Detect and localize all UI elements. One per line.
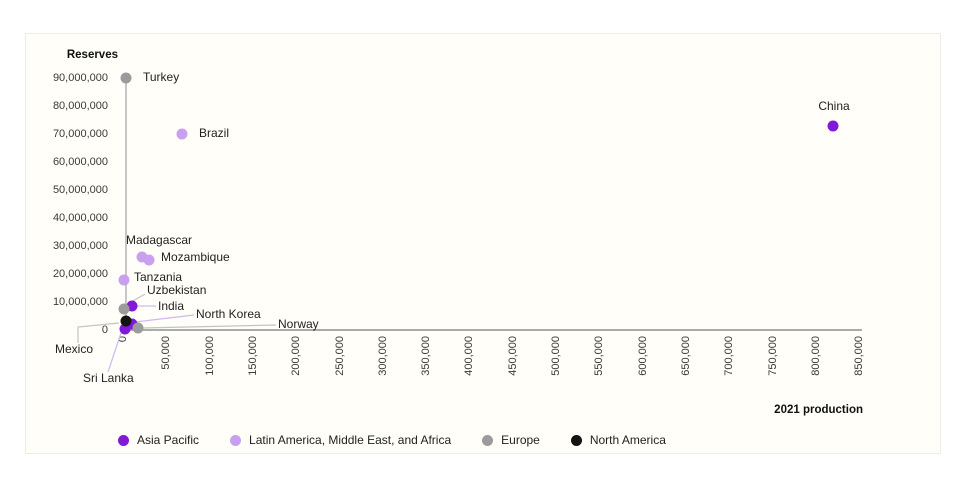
legend-swatch-europe (482, 434, 494, 446)
data-point-tanzania[interactable] (118, 274, 130, 286)
x-tick-label: 0 (117, 336, 129, 343)
y-tick-label: 20,000,000 (52, 267, 108, 280)
x-tick-label: 800,000 (809, 336, 822, 376)
x-tick-label: 150,000 (246, 336, 259, 376)
x-tick-label: 50,000 (160, 336, 173, 370)
x-tick-label: 550,000 (593, 336, 606, 376)
chart-legend: Asia Pacific Latin America, Middle East, … (118, 433, 666, 447)
y-axis-line (125, 77, 127, 331)
x-tick-label: 850,000 (853, 336, 866, 376)
x-axis-title: 2021 production (774, 404, 863, 416)
y-tick-label: 0 (101, 323, 108, 336)
y-tick-label: 40,000,000 (52, 211, 108, 224)
x-tick-label: 250,000 (333, 336, 346, 376)
point-label-mozambique: Mozambique (161, 250, 230, 264)
point-label-brazil: Brazil (199, 126, 230, 140)
x-tick-label: 300,000 (376, 336, 389, 376)
data-point-mexico[interactable] (120, 315, 132, 327)
data-point-norway[interactable] (132, 322, 144, 334)
x-tick-label: 200,000 (290, 336, 303, 376)
point-label-uzbekistan: Uzbekistan (147, 283, 207, 297)
point-label-china: China (818, 99, 850, 113)
y-tick-label: 30,000,000 (52, 239, 108, 252)
legend-swatch-asia-pacific (118, 434, 129, 446)
legend-item-north-america[interactable]: North America (570, 433, 666, 447)
data-point-sri-lanka[interactable] (119, 323, 131, 335)
x-tick-label: 650,000 (679, 336, 692, 376)
y-tick-label: 50,000,000 (52, 183, 108, 196)
x-tick-label: 600,000 (636, 336, 649, 376)
x-tick-label: 400,000 (463, 336, 476, 376)
legend-item-asia-pacific[interactable]: Asia Pacific (118, 433, 199, 447)
y-tick-label: 80,000,000 (52, 99, 108, 112)
legend-swatch-latam-mea (230, 434, 242, 446)
y-axis-title: Reserves (66, 49, 118, 61)
y-tick-label: 10,000,000 (52, 295, 108, 308)
legend-item-europe[interactable]: Europe (482, 433, 540, 447)
y-tick-label: 60,000,000 (52, 155, 108, 168)
data-point-india[interactable] (126, 300, 138, 312)
point-label-north-korea: North Korea (196, 307, 261, 321)
legend-label: Latin America, Middle East, and Africa (249, 433, 452, 447)
data-point-madagascar[interactable] (136, 251, 148, 263)
x-axis-line (125, 329, 862, 331)
data-point-china[interactable] (827, 120, 839, 132)
y-tick-label: 70,000,000 (52, 127, 108, 140)
data-point-uzbekistan[interactable] (118, 303, 130, 315)
data-point-north-korea[interactable] (126, 318, 138, 330)
point-label-india: India (158, 299, 185, 313)
legend-label: Europe (501, 433, 540, 447)
x-tick-label: 500,000 (550, 336, 562, 376)
x-tick-label: 450,000 (506, 336, 519, 376)
legend-swatch-north-america (570, 434, 582, 446)
point-label-norway: Norway (278, 317, 319, 331)
legend-label: North America (589, 433, 666, 447)
data-point-turkey[interactable] (120, 72, 132, 84)
x-tick-label: 350,000 (420, 336, 433, 376)
point-label-turkey: Turkey (143, 70, 180, 84)
legend-item-latam-mea[interactable]: Latin America, Middle East, and Africa (230, 433, 451, 447)
x-tick-label: 100,000 (203, 336, 216, 376)
x-tick-label: 700,000 (723, 336, 736, 376)
point-label-mexico: Mexico (55, 342, 94, 356)
y-tick-label: 90,000,000 (52, 71, 108, 84)
chart-card (25, 33, 941, 454)
point-label-tanzania: Tanzania (134, 270, 183, 284)
point-label-sri-lanka: Sri Lanka (83, 371, 134, 385)
point-label-madagascar: Madagascar (126, 233, 193, 247)
data-point-mozambique[interactable] (143, 254, 155, 266)
data-point-brazil[interactable] (176, 128, 188, 140)
x-tick-label: 750,000 (766, 336, 779, 376)
legend-label: Asia Pacific (137, 433, 200, 447)
